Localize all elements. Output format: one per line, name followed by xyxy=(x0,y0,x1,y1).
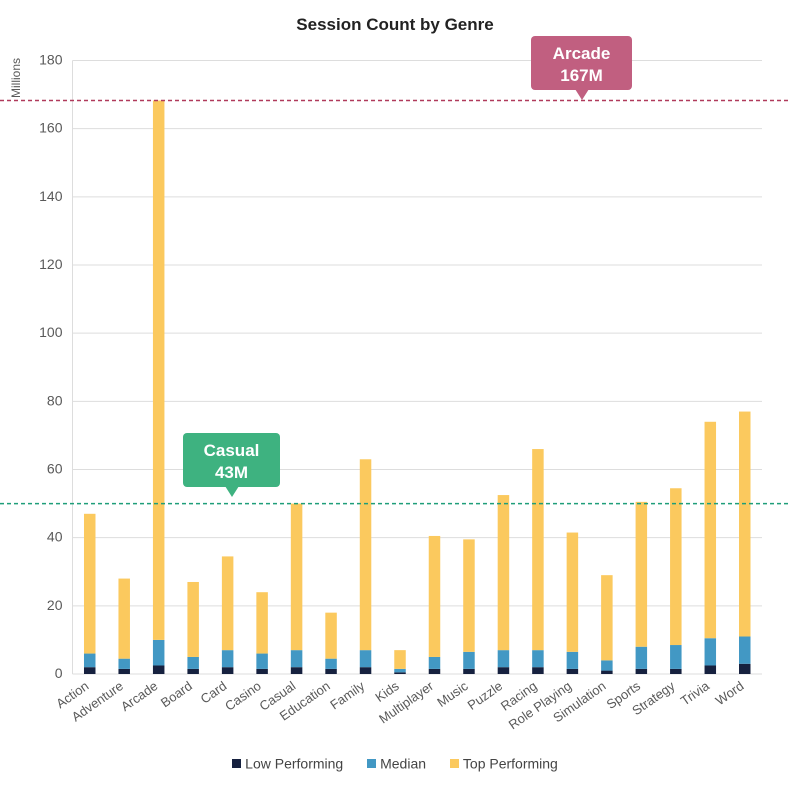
svg-text:Arcade: Arcade xyxy=(118,678,160,714)
svg-text:120: 120 xyxy=(39,256,63,272)
svg-text:80: 80 xyxy=(47,392,63,408)
svg-text:Music: Music xyxy=(434,678,471,710)
svg-text:Board: Board xyxy=(158,678,195,710)
svg-text:100: 100 xyxy=(39,324,63,340)
svg-text:40: 40 xyxy=(47,529,63,545)
svg-text:60: 60 xyxy=(47,461,63,477)
svg-text:Puzzle: Puzzle xyxy=(465,678,506,713)
svg-text:0: 0 xyxy=(55,665,63,681)
svg-text:Family: Family xyxy=(327,678,367,713)
svg-text:160: 160 xyxy=(39,120,63,136)
svg-text:140: 140 xyxy=(39,188,63,204)
svg-text:180: 180 xyxy=(39,52,63,68)
svg-text:Trivia: Trivia xyxy=(678,678,713,709)
svg-text:20: 20 xyxy=(47,597,63,613)
svg-text:Casino: Casino xyxy=(222,678,264,713)
svg-text:Millions: Millions xyxy=(9,58,23,98)
svg-text:Word: Word xyxy=(713,678,747,708)
